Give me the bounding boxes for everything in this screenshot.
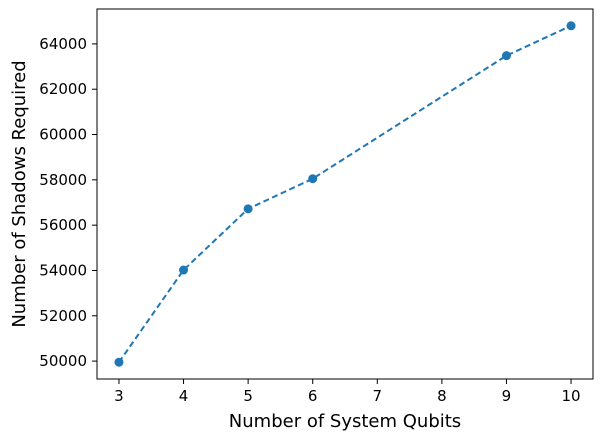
- y-tick-label: 56000: [39, 216, 87, 234]
- series-line: [118, 24, 572, 363]
- data-point: [243, 204, 253, 214]
- series-layer: [114, 21, 576, 367]
- data-point: [501, 51, 511, 61]
- y-tick-label: 60000: [39, 126, 87, 144]
- x-tick-label: 3: [114, 387, 124, 405]
- data-point: [179, 265, 189, 275]
- x-tick-label: 10: [561, 387, 580, 405]
- x-tick-label: 7: [373, 387, 383, 405]
- x-tick-label: 4: [179, 387, 189, 405]
- data-point: [308, 174, 318, 184]
- y-tick-label: 62000: [39, 80, 87, 98]
- y-tick-label: 52000: [39, 307, 87, 325]
- y-axis-ticks: 50000 52000 54000 56000 58000 60000 62000 64000: [39, 35, 97, 370]
- y-tick-label: 50000: [39, 352, 87, 370]
- x-tick-label: 5: [243, 387, 253, 405]
- x-tick-label: 6: [308, 387, 318, 405]
- y-tick-label: 54000: [39, 261, 87, 279]
- x-axis-label: Number of System Qubits: [229, 411, 461, 432]
- y-axis-label: Number of Shadows Required: [9, 60, 30, 327]
- data-point: [114, 357, 124, 367]
- x-tick-label: 9: [502, 387, 512, 405]
- data-point: [566, 21, 576, 31]
- x-tick-label: 8: [437, 387, 447, 405]
- x-axis-ticks: 3 4 5 6 7 8 9 10: [114, 379, 581, 405]
- y-tick-label: 64000: [39, 35, 87, 53]
- plot-area-frame: [96, 8, 594, 380]
- y-tick-label: 58000: [39, 171, 87, 189]
